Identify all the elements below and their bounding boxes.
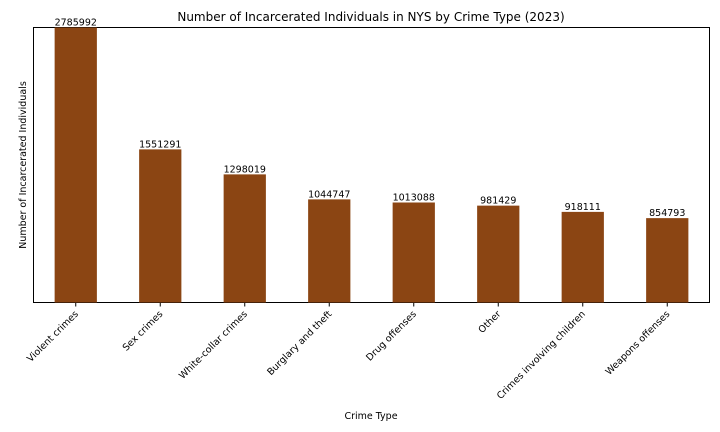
x-tick-label-2: White-collar crimes <box>177 309 250 382</box>
x-tick-label-3: Burglary and theft <box>265 309 334 378</box>
x-tick-label-4: Drug offenses <box>364 309 419 364</box>
bar-4 <box>392 202 435 303</box>
bar-2 <box>223 174 266 303</box>
bar-7 <box>646 218 689 303</box>
data-label-4: 1013088 <box>393 193 435 204</box>
data-label-3: 1044747 <box>308 189 350 200</box>
chart-title: Number of Incarcerated Individuals in NY… <box>177 10 564 24</box>
bar-1 <box>139 149 182 303</box>
x-tick-label-0: Violent crimes <box>25 309 81 365</box>
bar-5 <box>477 205 520 303</box>
y-axis-label: Number of Incarcerated Individuals <box>18 81 29 249</box>
data-label-1: 1551291 <box>139 139 181 150</box>
x-tick-label-1: Sex crimes <box>121 309 166 354</box>
x-tick-label-5: Other <box>477 309 504 336</box>
bar-6 <box>561 211 604 303</box>
x-tick-label-6: Crimes involving children <box>495 309 588 402</box>
data-label-5: 981429 <box>480 196 516 207</box>
x-axis-label: Crime Type <box>344 411 397 422</box>
data-label-0: 2785992 <box>55 18 97 29</box>
data-label-7: 854793 <box>649 208 685 219</box>
data-labels-group: 2785992 1551291 1298019 1044747 1013088 98142… <box>55 18 686 220</box>
bar-3 <box>308 199 351 303</box>
bars-group <box>54 27 689 303</box>
data-label-6: 918111 <box>565 202 601 213</box>
plot-area-frame <box>33 27 710 303</box>
bar-0 <box>54 27 97 303</box>
data-label-2: 1298019 <box>224 164 266 175</box>
x-tick-group: Violent crimes Sex crimes White-collar cri… <box>25 302 673 402</box>
x-tick-label-7: Weapons offenses <box>604 309 673 378</box>
